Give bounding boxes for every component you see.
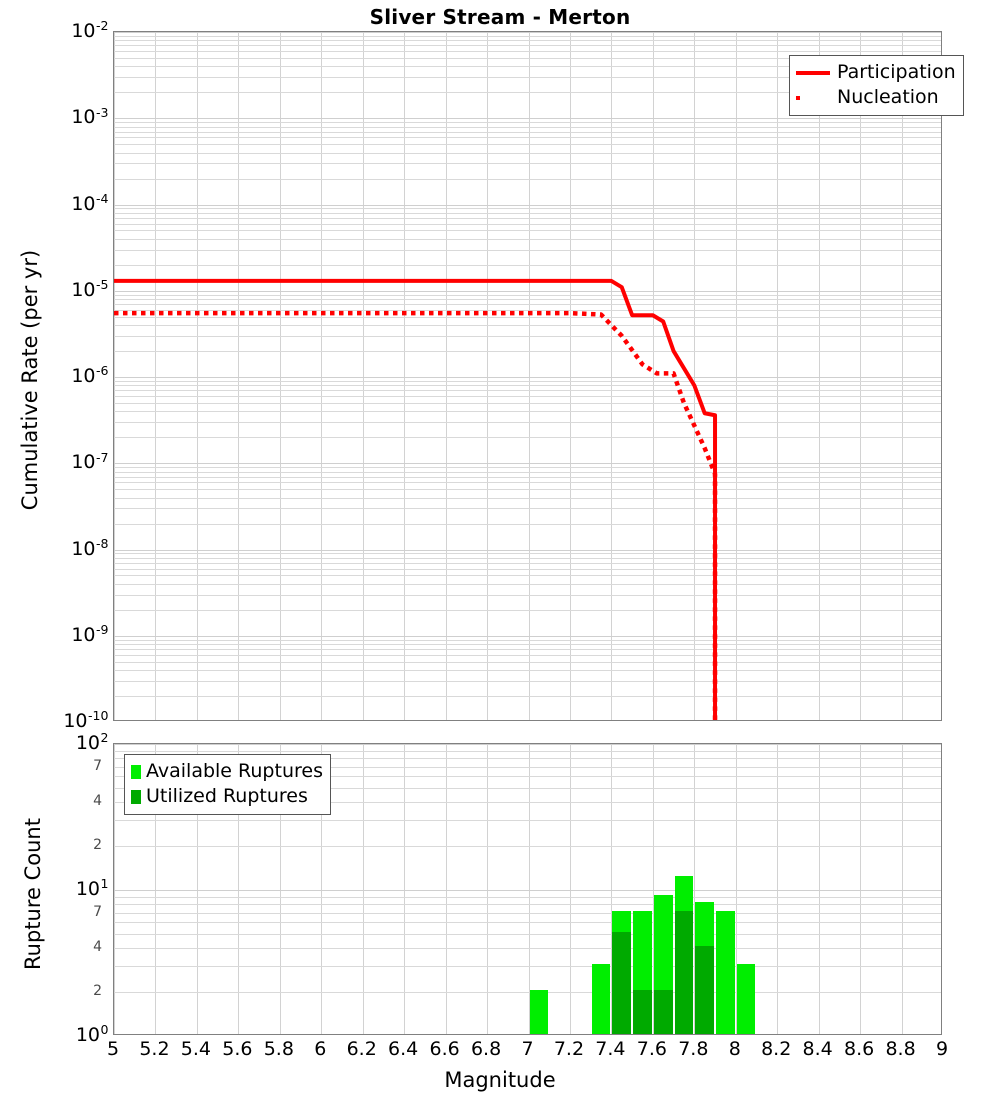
xtick-label: 8.2 <box>761 1038 791 1060</box>
legend-label: Participation <box>837 63 956 82</box>
ytick-label: 10-8 <box>71 538 108 560</box>
xtick-label: 5.8 <box>264 1038 294 1060</box>
legend-item[interactable]: Participation <box>796 60 956 85</box>
figure-root: Sliver Stream - Merton Cumulative Rate (… <box>0 0 1000 1100</box>
xtick-label: 7.2 <box>554 1038 584 1060</box>
ytick-label: 10-2 <box>71 20 108 42</box>
bar-utilized-ruptures <box>654 990 673 1034</box>
bar-utilized-ruptures <box>695 946 714 1034</box>
legend-item[interactable]: Available Ruptures <box>131 759 323 784</box>
xtick-label: 5.2 <box>139 1038 169 1060</box>
top-panel-ytick-labels: 10-2 10-3 10-4 10-5 10-6 10-7 10-8 10-9 10-10 <box>0 0 108 730</box>
ytick-label: 10-4 <box>71 193 108 215</box>
color-swatch-icon <box>131 790 141 804</box>
ytick-label-minor: 2 <box>93 983 102 999</box>
curve-nucleation <box>114 313 715 721</box>
ytick-label: 10-5 <box>71 279 108 301</box>
bar-available-ruptures <box>737 964 756 1034</box>
ytick-label: 102 <box>76 732 108 754</box>
x-axis-tick-labels: 5 5.2 5.4 5.6 5.8 6 6.2 6.4 6.6 6.8 7 7.2 7.4 7.6 7.8 8… <box>0 1038 1000 1064</box>
xtick-label: 7.4 <box>595 1038 625 1060</box>
ytick-label: 101 <box>76 878 108 900</box>
xtick-label: 6.4 <box>388 1038 418 1060</box>
dotted-line-icon <box>796 96 830 100</box>
xtick-label: 6.6 <box>429 1038 459 1060</box>
color-swatch-icon <box>131 765 141 779</box>
ytick-label-minor: 4 <box>93 939 102 955</box>
legend-item[interactable]: Utilized Ruptures <box>131 784 323 809</box>
ytick-label: 10-3 <box>71 106 108 128</box>
xtick-label: 7.8 <box>678 1038 708 1060</box>
ytick-label: 10-7 <box>71 451 108 473</box>
xtick-label: 8.6 <box>844 1038 874 1060</box>
ytick-label: 10-9 <box>71 624 108 646</box>
cumulative-rate-curves <box>114 32 942 721</box>
legend-label: Nucleation <box>837 88 939 107</box>
xtick-label: 5.4 <box>181 1038 211 1060</box>
solid-line-icon <box>796 71 830 75</box>
bar-available-ruptures <box>530 990 549 1034</box>
curve-participation <box>114 281 715 721</box>
bar-available-ruptures <box>592 964 611 1034</box>
bottom-panel-ytick-labels: 102101100742742 <box>0 730 108 1040</box>
x-axis-label: Magnitude <box>0 1068 1000 1092</box>
legend-label: Utilized Ruptures <box>146 787 308 806</box>
xtick-label: 6.8 <box>471 1038 501 1060</box>
xtick-label: 8.4 <box>803 1038 833 1060</box>
ytick-label: 10-6 <box>71 365 108 387</box>
xtick-label: 6.2 <box>347 1038 377 1060</box>
bar-utilized-ruptures <box>633 990 652 1034</box>
ytick-label: 10-10 <box>63 710 108 732</box>
xtick-label: 7 <box>521 1038 533 1060</box>
xtick-label: 8.8 <box>885 1038 915 1060</box>
bar-utilized-ruptures <box>675 911 694 1034</box>
ytick-label-minor: 7 <box>93 758 102 774</box>
xtick-label: 5.6 <box>222 1038 252 1060</box>
xtick-label: 8 <box>729 1038 741 1060</box>
ytick-label-minor: 4 <box>93 793 102 809</box>
legend-label: Available Ruptures <box>146 762 323 781</box>
ytick-label-minor: 2 <box>93 837 102 853</box>
bar-available-ruptures <box>716 911 735 1034</box>
bar-utilized-ruptures <box>612 932 631 1034</box>
xtick-label: 7.6 <box>637 1038 667 1060</box>
bottom-panel-legend: Available Ruptures Utilized Ruptures <box>124 754 331 815</box>
xtick-label: 9 <box>936 1038 948 1060</box>
top-panel-legend: Participation Nucleation <box>789 55 964 116</box>
figure-title: Sliver Stream - Merton <box>0 5 1000 29</box>
xtick-label: 6 <box>314 1038 326 1060</box>
ytick-label-minor: 7 <box>93 904 102 920</box>
top-panel-plot-area <box>113 31 942 721</box>
xtick-label: 5 <box>107 1038 119 1060</box>
legend-item[interactable]: Nucleation <box>796 85 956 110</box>
